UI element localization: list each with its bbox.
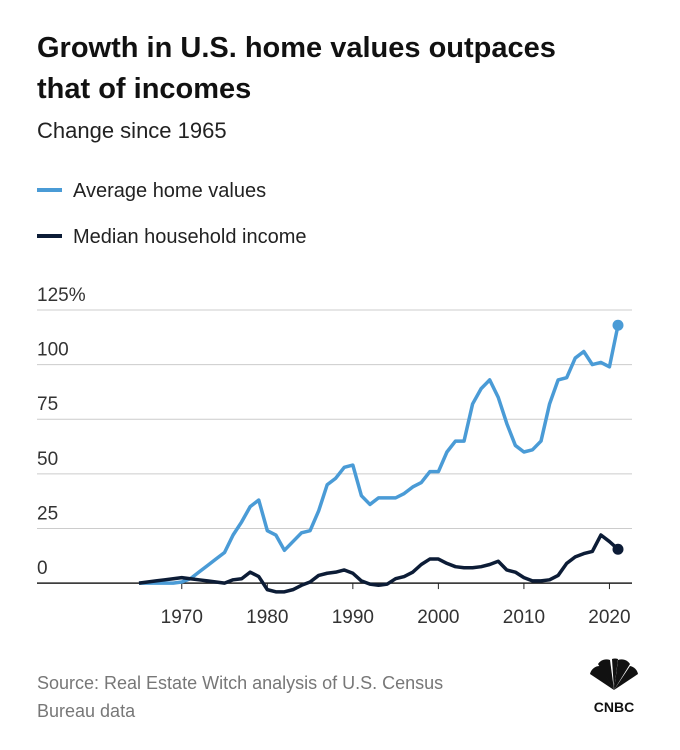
y-tick-label: 125% (37, 285, 86, 306)
source: Source: Real Estate Witch analysis of U.… (37, 673, 443, 693)
logo: CNBC (594, 699, 634, 715)
series-line (138, 533, 620, 594)
legend-label: Median household income (73, 226, 307, 248)
x-tick-label: 2020 (588, 607, 630, 628)
logo-icon (590, 658, 638, 690)
chart-title: that of incomes (37, 73, 251, 105)
x-tick-label: 1970 (161, 607, 203, 628)
y-tick-label: 75 (37, 394, 58, 415)
source: Bureau data (37, 701, 136, 721)
x-tick-label: 1990 (332, 607, 374, 628)
y-tick-label: 100 (37, 340, 69, 361)
y-tick-label: 0 (37, 558, 48, 579)
x-tick-label: 2000 (417, 607, 459, 628)
end-marker (612, 543, 624, 555)
y-tick-label: 25 (37, 503, 58, 524)
end-marker (612, 319, 624, 331)
series-line (139, 324, 620, 585)
x-tick-label: 1980 (246, 607, 288, 628)
x-tick-label: 2010 (503, 607, 545, 628)
chart-title: Growth in U.S. home values outpaces (37, 32, 556, 64)
y-tick-label: 50 (37, 449, 58, 470)
chart-subtitle: Change since 1965 (37, 118, 227, 143)
legend-label: Average home values (73, 180, 266, 202)
